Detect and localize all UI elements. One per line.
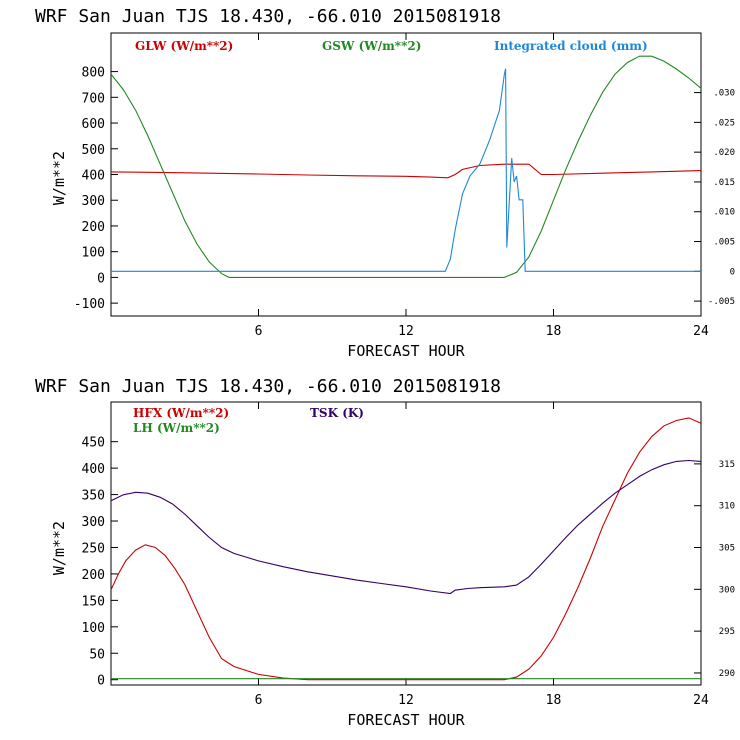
y-tick-label: 200	[82, 220, 105, 235]
y2-tick-label: 300	[719, 585, 735, 595]
y-tick-label: -100	[74, 297, 105, 312]
chart-2-x-ticks: 6 12 18 24	[255, 402, 709, 708]
chart-hfx-lh-tsk: WRF San Juan TJS 18.430, -66.010 2015081…	[35, 376, 735, 729]
chart-glw-gsw-cloud: WRF San Juan TJS 18.430, -66.010 2015081…	[35, 6, 735, 360]
y-tick-label: 100	[82, 246, 105, 261]
y-tick-label: 300	[82, 194, 105, 209]
y-tick-label: 400	[82, 462, 105, 477]
x-tick-label: 18	[546, 324, 562, 339]
chart-1-title: WRF San Juan TJS 18.430, -66.010 2015081…	[35, 6, 501, 27]
chart-1-y2-ticks: -.005 0 .005 .010 .015 .020 .025 .030	[694, 89, 735, 307]
chart-2-title: WRF San Juan TJS 18.430, -66.010 2015081…	[35, 376, 501, 397]
chart-1-series	[110, 55, 702, 278]
y2-tick-label: .010	[713, 208, 735, 218]
y-tick-label: 250	[82, 541, 105, 556]
y-tick-label: 100	[82, 621, 105, 636]
x-tick-label: 18	[546, 693, 562, 708]
y2-tick-label: 290	[719, 669, 735, 679]
y2-tick-label: .025	[713, 118, 735, 128]
y2-tick-label: 315	[719, 460, 735, 470]
x-tick-label: 12	[398, 324, 414, 339]
y-tick-label: 700	[82, 91, 105, 106]
y-tick-label: 150	[82, 594, 105, 609]
y2-tick-label: -.005	[708, 297, 735, 307]
x-tick-label: 6	[255, 693, 263, 708]
y2-tick-label: .030	[713, 89, 735, 99]
x-tick-label: 6	[255, 324, 263, 339]
chart-2-legend-lh: LH (W/m**2)	[133, 421, 220, 435]
chart-1-legend-gsw: GSW (W/m**2)	[322, 39, 421, 53]
y2-tick-label: .015	[713, 178, 735, 188]
y-tick-label: 200	[82, 568, 105, 583]
y-tick-label: 800	[82, 66, 105, 81]
chart-1-x-axis-label: FORECAST HOUR	[347, 342, 465, 360]
chart-2-y-ticks: 0 50 100 150 200 250 300 350 400 450	[82, 436, 118, 689]
y-tick-label: 0	[97, 674, 105, 689]
chart-1-legend-glw: GLW (W/m**2)	[135, 39, 233, 53]
y2-tick-label: 295	[719, 627, 735, 637]
chart-1-y-ticks: -100 0 100 200 300 400 500 600 700 800	[74, 66, 118, 312]
chart-2-y2-ticks: 290 295 300 305 310 315	[694, 460, 735, 679]
chart-2-x-axis-label: FORECAST HOUR	[347, 711, 465, 729]
chart-2-y-axis-label: W/m**2	[50, 521, 68, 575]
y-tick-label: 400	[82, 169, 105, 184]
chart-2-legend-hfx: HFX (W/m**2)	[133, 406, 229, 420]
y2-tick-label: 305	[719, 544, 735, 554]
x-tick-label: 12	[398, 693, 414, 708]
series-line-integrated	[111, 68, 701, 272]
y-tick-label: 50	[89, 647, 105, 662]
chart-1-legend-cloud: Integrated cloud (mm)	[494, 39, 648, 53]
y2-tick-label: .020	[713, 148, 735, 158]
y-tick-label: 500	[82, 143, 105, 158]
series-line-hfx	[110, 417, 702, 681]
series-line-tsk	[110, 459, 702, 595]
y2-tick-label: .005	[713, 238, 735, 248]
chart-1-x-ticks: 6 12 18 24	[255, 33, 709, 339]
chart-2-legend-tsk: TSK (K)	[310, 406, 364, 420]
x-tick-label: 24	[693, 324, 709, 339]
chart-1-y-axis-label: W/m**2	[50, 151, 68, 205]
y2-tick-label: 310	[719, 502, 735, 512]
series-line-glw	[110, 163, 702, 179]
y-tick-label: 0	[97, 271, 105, 286]
y-tick-label: 600	[82, 117, 105, 132]
y-tick-label: 450	[82, 436, 105, 451]
x-tick-label: 24	[693, 693, 709, 708]
y-tick-label: 350	[82, 489, 105, 504]
series-line-gsw	[110, 55, 702, 278]
y-tick-label: 300	[82, 515, 105, 530]
chart-2-series	[110, 417, 702, 681]
y2-tick-label: 0	[730, 267, 735, 277]
chart-2-plot-frame	[110, 401, 702, 686]
chart-1-plot-frame	[110, 32, 702, 317]
